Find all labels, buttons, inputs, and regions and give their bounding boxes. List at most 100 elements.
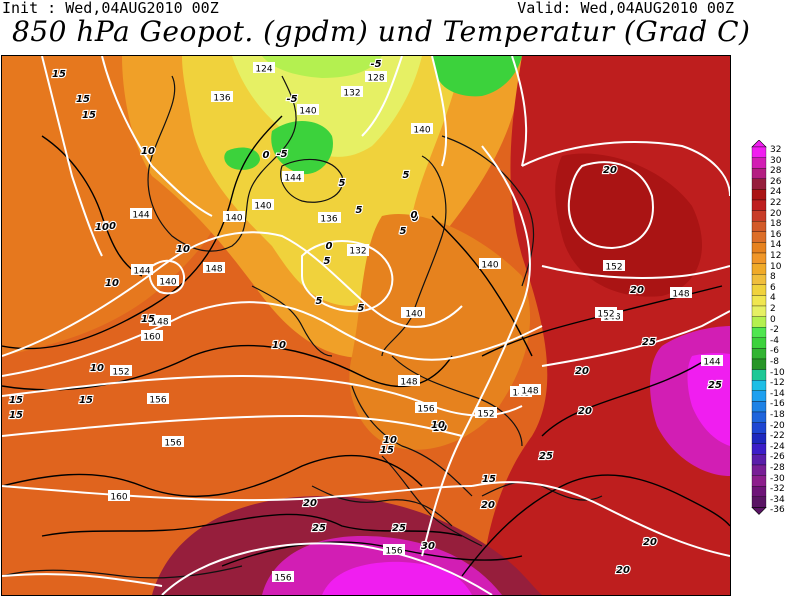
temperature-label: 0	[263, 150, 270, 161]
legend-color-swatch	[751, 231, 767, 243]
svg-text:152: 152	[597, 310, 614, 320]
temperature-label: 15	[482, 474, 496, 485]
svg-text:156: 156	[149, 396, 166, 406]
temperature-label: 5	[403, 170, 410, 181]
legend-color-swatch	[751, 146, 767, 158]
geopotential-label: 148	[670, 287, 692, 300]
temperature-label: 5	[358, 303, 365, 314]
temperature-label: 5	[324, 256, 331, 267]
legend-tick-label: -10	[770, 367, 785, 378]
svg-text:152: 152	[605, 263, 622, 273]
geopotential-label: 144	[131, 264, 153, 277]
cold-pocket-arctic	[262, 56, 382, 78]
legend-tick-label: -22	[770, 431, 785, 442]
geopotential-label: 124	[253, 62, 275, 75]
svg-text:152: 152	[112, 368, 129, 378]
legend-color-swatch	[751, 263, 767, 275]
legend-tick-label: 6	[770, 282, 776, 293]
geopotential-label: 160	[108, 490, 130, 503]
legend-color-swatch	[751, 305, 767, 317]
valid-time-label: Valid: Wed,04AUG2010 00Z	[517, 0, 734, 17]
legend-tick-label: -14	[770, 388, 785, 399]
svg-text:124: 124	[255, 65, 272, 75]
legend-tick-label: 2	[770, 304, 776, 314]
legend-color-swatch	[751, 496, 767, 508]
svg-text:144: 144	[703, 358, 720, 368]
hot-area-russia	[555, 153, 702, 297]
legend-color-swatch	[751, 189, 767, 201]
temperature-label: 15	[79, 395, 93, 406]
svg-text:144: 144	[284, 174, 301, 184]
map-title: 850 hPa Geopot. (gpdm) und Temperatur (G…	[12, 15, 751, 48]
temperature-label: 15	[76, 94, 90, 105]
temperature-label: 25	[539, 451, 553, 462]
geopotential-label: 140	[157, 275, 179, 288]
legend-arrow-bottom	[751, 507, 767, 515]
temperature-label: -5	[370, 59, 381, 70]
legend-tick-label: 24	[770, 187, 782, 198]
legend-tick-label: -20	[770, 420, 785, 431]
legend-color-swatch	[751, 295, 767, 307]
svg-text:148: 148	[400, 378, 417, 388]
temperature-label: 20	[575, 366, 589, 377]
legend-color-swatch	[751, 348, 767, 360]
geopotential-label: 156	[272, 571, 294, 584]
geopotential-label: 152	[110, 365, 132, 378]
svg-text:148: 148	[521, 387, 538, 397]
legend-tick-label: -36	[770, 505, 785, 516]
svg-text:156: 156	[385, 547, 402, 557]
legend-tick-label: -30	[770, 473, 785, 484]
legend-color-swatch	[751, 475, 767, 487]
temperature-label: -5	[276, 149, 287, 160]
legend-color-swatch	[751, 454, 767, 466]
temperature-label: 10	[90, 363, 104, 374]
geopotential-isolines	[2, 56, 730, 595]
temperature-label: 10	[102, 221, 116, 232]
temperature-label: 15	[141, 314, 155, 325]
svg-text:160: 160	[110, 493, 127, 503]
geopotential-label: 144	[282, 171, 304, 184]
geopotential-label: 156	[383, 544, 405, 557]
legend-tick-label: 28	[770, 166, 782, 177]
legend-tick-label: 18	[770, 219, 782, 230]
legend-tick-label: 0	[770, 314, 776, 325]
geopotential-label: 140	[411, 123, 433, 136]
legend-color-swatch	[751, 316, 767, 328]
legend-color-swatch	[751, 337, 767, 349]
map-header: Init : Wed,04AUG2010 00Z Valid: Wed,04AU…	[0, 0, 790, 50]
geopotential-label: 140	[403, 307, 425, 320]
geopotential-label: 148	[149, 315, 171, 328]
geopotential-label: 148	[203, 262, 225, 275]
temperature-label: -5	[286, 94, 297, 105]
legend-tick-label: 10	[770, 261, 782, 272]
temperature-label: 10	[433, 423, 447, 434]
init-time-label: Init : Wed,04AUG2010 00Z	[2, 0, 219, 17]
temperature-label: 15	[380, 445, 394, 456]
temperature-label: 25	[708, 380, 722, 391]
legend-tick-label: -26	[770, 452, 785, 463]
svg-text:140: 140	[159, 278, 176, 288]
geopotential-label: 156	[162, 436, 184, 449]
legend-tick-label: -34	[770, 494, 785, 505]
legend-tick-label: 4	[770, 293, 776, 304]
legend-color-swatch	[751, 380, 767, 391]
temperature-label: 25	[392, 523, 406, 534]
legend-tick-label: -24	[770, 441, 785, 452]
legend-tick-label: -4	[770, 335, 779, 346]
temperature-label: 5	[356, 205, 363, 216]
legend-color-swatch	[751, 390, 767, 402]
temperature-label: 20	[481, 500, 495, 511]
temperature-color-legend: 32 30 28 26 24 22 20 18 16 14 12 10 8 6 4 2 0 -2 -4 -6 -8 -10…	[748, 140, 790, 515]
temperature-label: 10	[431, 420, 445, 431]
svg-text:128: 128	[367, 74, 384, 84]
temperature-label: 5	[400, 226, 407, 237]
svg-text:160: 160	[143, 333, 160, 343]
geopotential-label: 140	[297, 104, 319, 117]
svg-text:144: 144	[133, 267, 150, 277]
legend-color-swatch	[751, 168, 767, 179]
temperature-label: 20	[643, 537, 657, 548]
temperature-label: 10	[141, 146, 155, 157]
temperature-label: 20	[303, 498, 317, 509]
legend-tick-label: 8	[770, 272, 776, 283]
svg-text:148: 148	[151, 318, 168, 328]
